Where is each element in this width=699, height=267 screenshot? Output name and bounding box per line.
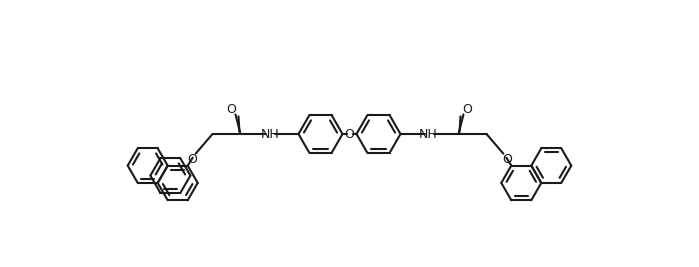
Text: O: O [503,153,512,166]
Text: O: O [345,128,354,140]
Text: O: O [187,153,196,166]
Text: NH: NH [419,128,438,140]
Text: NH: NH [261,128,280,140]
Text: O: O [463,103,473,116]
Text: O: O [226,103,236,116]
